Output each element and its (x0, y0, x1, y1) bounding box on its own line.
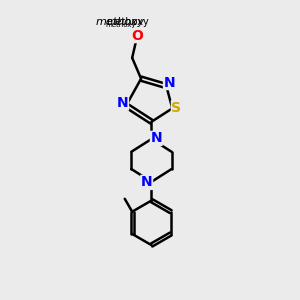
Text: N: N (141, 176, 152, 189)
Text: N: N (117, 96, 128, 110)
Text: methoxy: methoxy (96, 17, 145, 27)
Text: methoxy: methoxy (106, 17, 149, 27)
Text: S: S (172, 101, 182, 115)
Text: O: O (131, 28, 143, 43)
Text: N: N (150, 131, 162, 146)
Text: methoxy: methoxy (105, 22, 136, 28)
Text: N: N (164, 76, 175, 89)
